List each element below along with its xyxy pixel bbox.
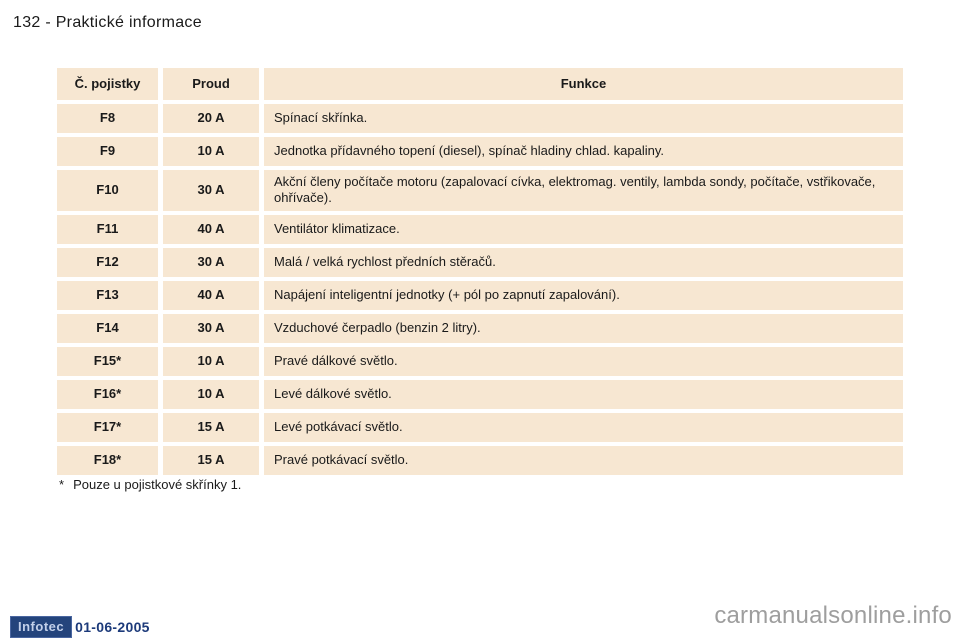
watermark-text: carmanualsonline.info bbox=[714, 602, 952, 629]
fuse-current-cell: 10 A bbox=[163, 137, 259, 166]
fuse-current-cell: 40 A bbox=[163, 214, 259, 244]
page-title: 132 - Praktické informace bbox=[13, 14, 202, 31]
fuse-current-cell: 30 A bbox=[163, 170, 259, 211]
fuse-current-cell: 40 A bbox=[163, 280, 259, 310]
publisher-stamp: Infotec 01-06-2005 bbox=[10, 616, 150, 638]
fuse-number-cell: F9 bbox=[57, 137, 158, 166]
fuse-number-cell: F10 bbox=[57, 170, 158, 211]
fuse-current-cell: 30 A bbox=[163, 247, 259, 277]
fuse-current-cell: 30 A bbox=[163, 313, 259, 343]
fuse-current-cell: 15 A bbox=[163, 445, 259, 475]
fuse-number-cell: F17* bbox=[57, 412, 158, 442]
fuse-function-cell: Malá / velká rychlost předních stěračů. bbox=[264, 247, 903, 277]
publish-date: 01-06-2005 bbox=[75, 619, 150, 635]
fuse-number-cell: F11 bbox=[57, 214, 158, 244]
fuse-number-cell: F8 bbox=[57, 104, 158, 133]
fuse-function-cell: Akční členy počítače motoru (zapalovací … bbox=[264, 170, 903, 211]
column-header-function: Funkce bbox=[264, 68, 903, 100]
fuse-current-cell: 10 A bbox=[163, 346, 259, 376]
fuse-number-cell: F15* bbox=[57, 346, 158, 376]
fuse-number-cell: F12 bbox=[57, 247, 158, 277]
fuse-function-cell: Pravé dálkové světlo. bbox=[264, 346, 903, 376]
fuse-function-cell: Levé dálkové světlo. bbox=[264, 379, 903, 409]
footnote: * Pouze u pojistkové skřínky 1. bbox=[59, 477, 241, 492]
column-header-current: Proud bbox=[163, 68, 259, 100]
fuse-function-cell: Levé potkávací světlo. bbox=[264, 412, 903, 442]
footnote-marker: * bbox=[59, 477, 65, 492]
fuse-function-cell: Pravé potkávací světlo. bbox=[264, 445, 903, 475]
fuse-table: Č. pojistky Proud Funkce F8 20 A Spínací s… bbox=[57, 68, 903, 475]
fuse-number-cell: F16* bbox=[57, 379, 158, 409]
fuse-function-cell: Spínací skřínka. bbox=[264, 104, 903, 133]
fuse-number-cell: F13 bbox=[57, 280, 158, 310]
fuse-current-cell: 20 A bbox=[163, 104, 259, 133]
fuse-number-cell: F14 bbox=[57, 313, 158, 343]
fuse-function-cell: Ventilátor klimatizace. bbox=[264, 214, 903, 244]
fuse-function-cell: Jednotka přídavného topení (diesel), spí… bbox=[264, 137, 903, 166]
fuse-function-cell: Vzduchové čerpadlo (benzin 2 litry). bbox=[264, 313, 903, 343]
fuse-current-cell: 15 A bbox=[163, 412, 259, 442]
fuse-current-cell: 10 A bbox=[163, 379, 259, 409]
fuse-function-cell: Napájení inteligentní jednotky (+ pól po… bbox=[264, 280, 903, 310]
infotec-logo: Infotec bbox=[10, 616, 73, 638]
footnote-text: Pouze u pojistkové skřínky 1. bbox=[73, 477, 242, 492]
column-header-fuse-number: Č. pojistky bbox=[57, 68, 158, 100]
fuse-number-cell: F18* bbox=[57, 445, 158, 475]
